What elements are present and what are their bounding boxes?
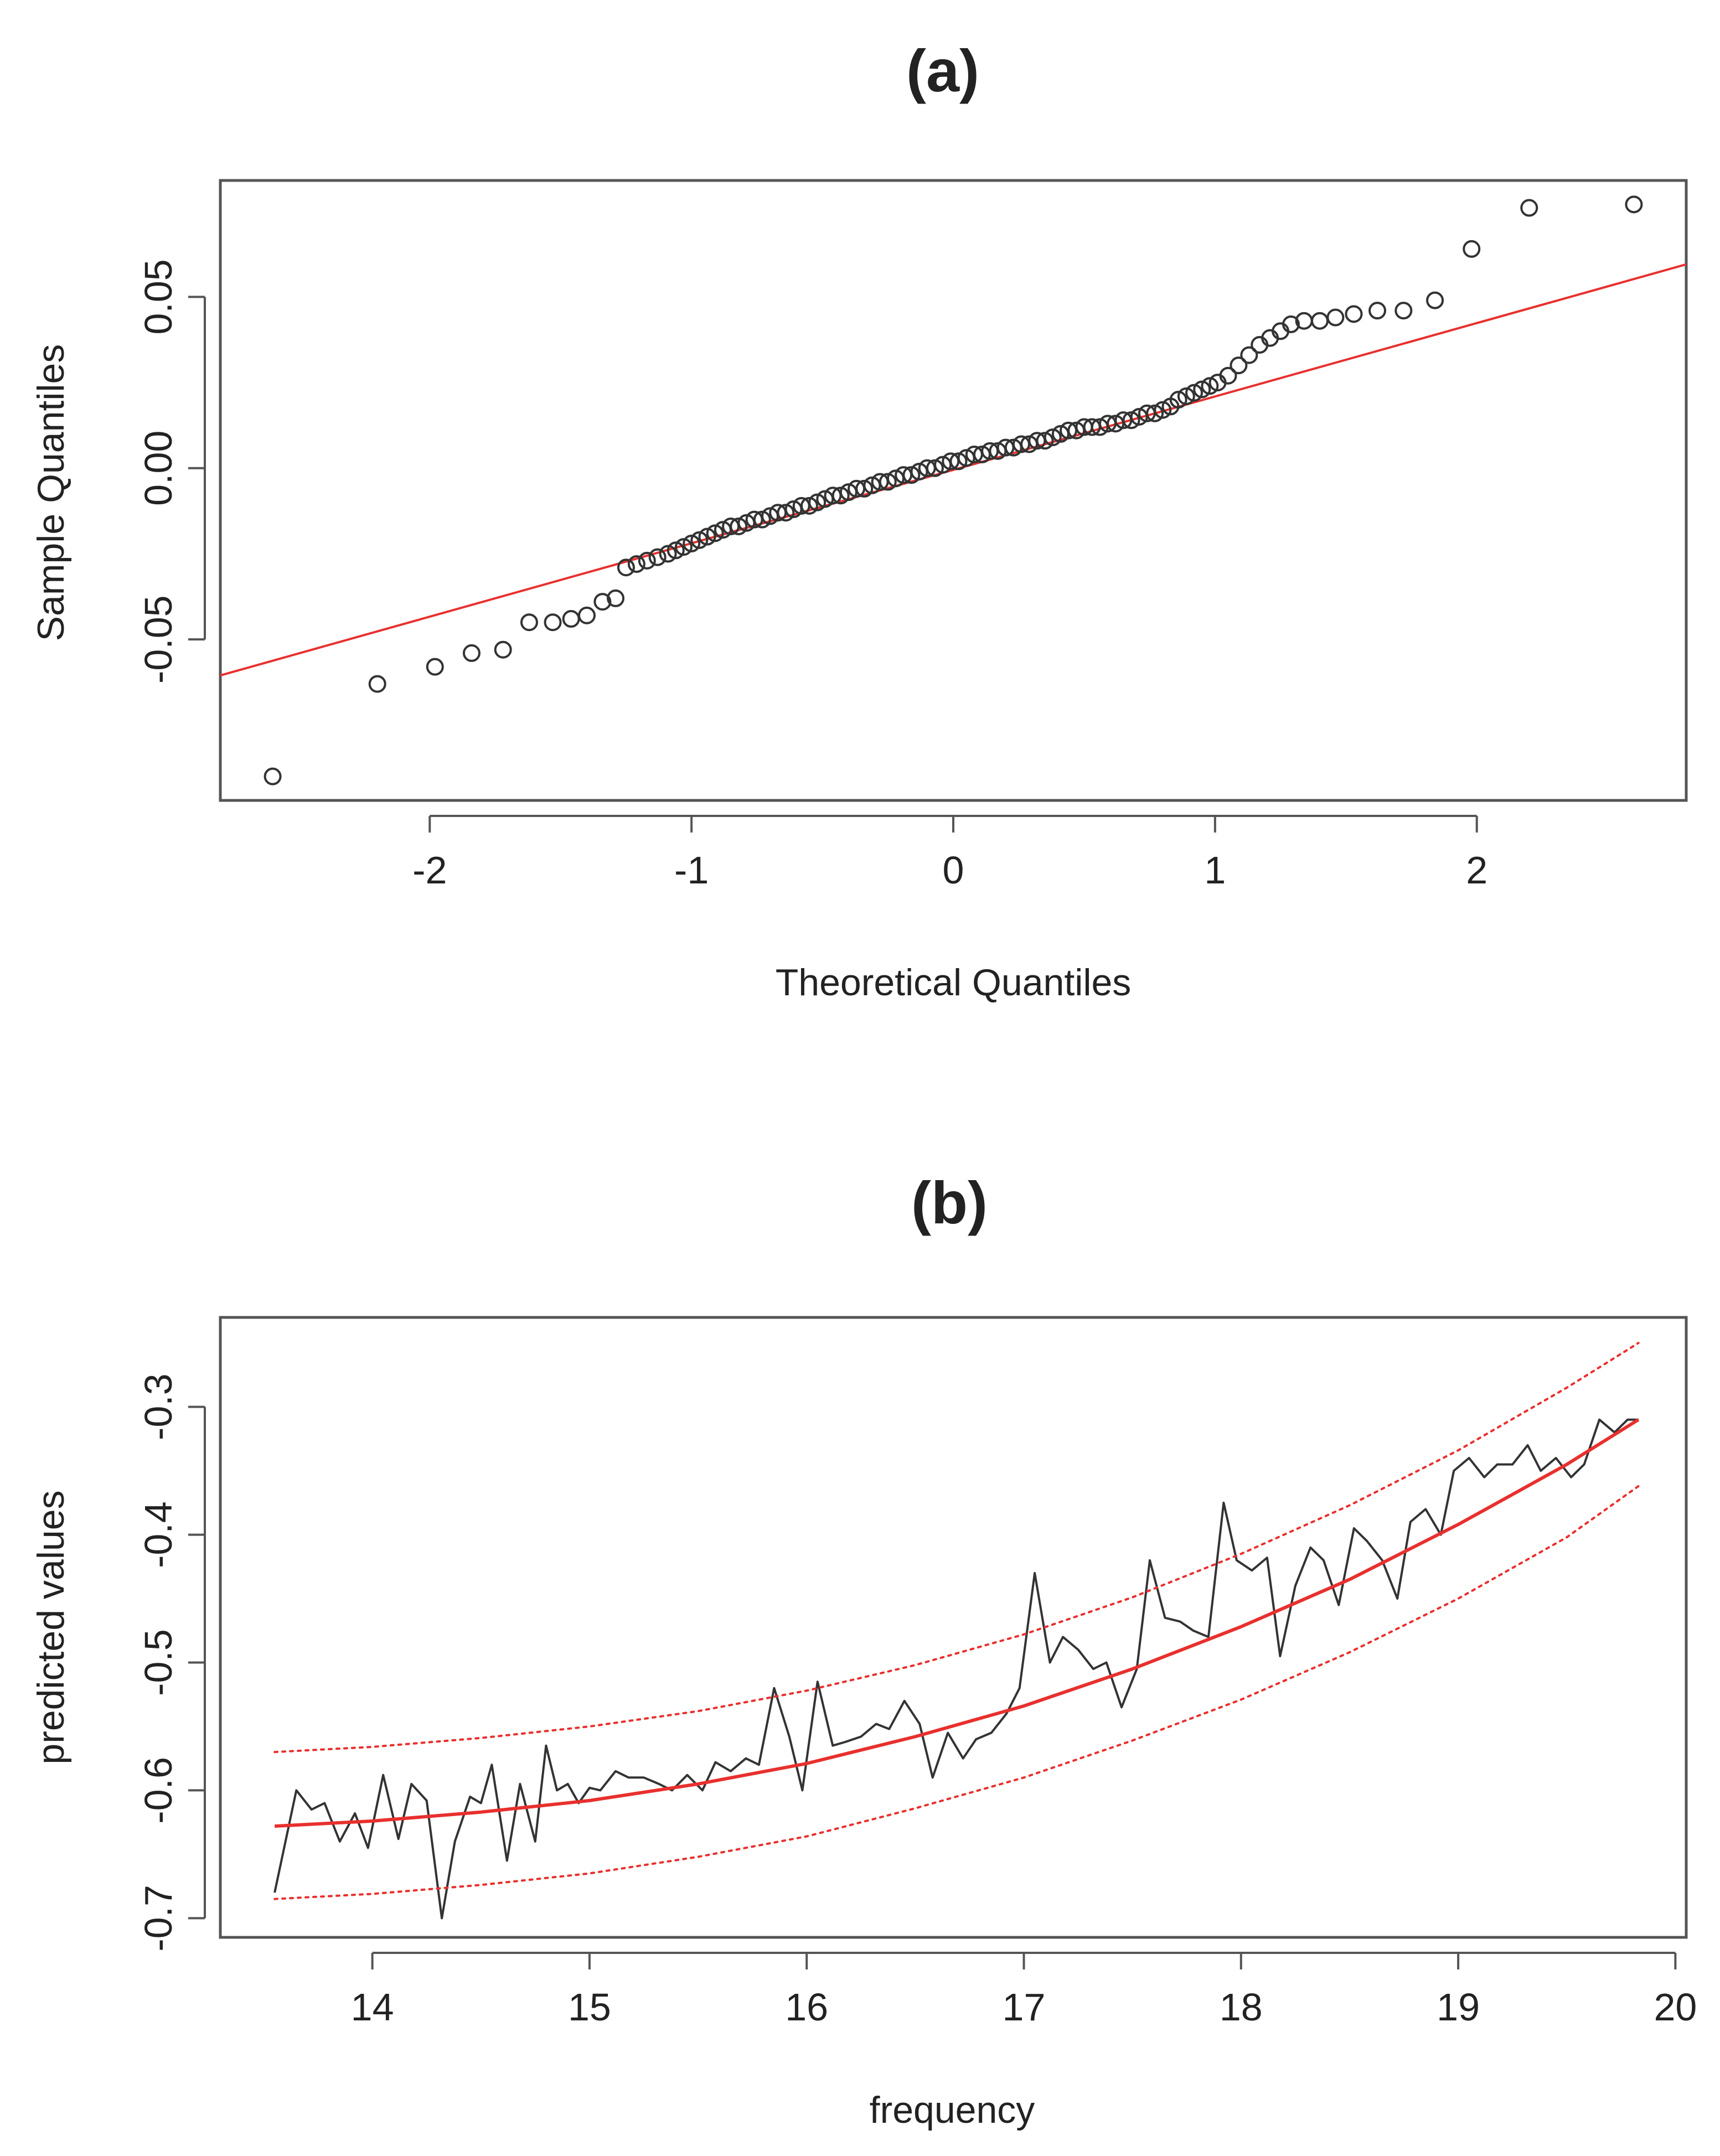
x-tick-label: 17 (1003, 1986, 1046, 2029)
qq-point (578, 606, 596, 624)
qq-point (648, 548, 667, 566)
qq-point (426, 658, 444, 676)
qq-point (706, 524, 724, 542)
x-tick-label: 15 (568, 1986, 611, 2029)
qq-point (659, 545, 677, 563)
qq-point (698, 528, 716, 546)
panel-a-reference-line (220, 263, 1687, 677)
y-tick-label: -0.7 (137, 1885, 180, 1952)
x-tick-label: 16 (785, 1986, 828, 2029)
panel-a: (a) -2 -1 0 1 2 -0.05 0.00 0.05 Theoretical Qu… (30, 37, 1688, 1004)
qq-point (926, 459, 944, 477)
series-line-fitted-trend (274, 1418, 1640, 1828)
x-tick-label: -1 (674, 849, 709, 892)
qq-point (264, 767, 282, 785)
panel-a-points (264, 195, 1643, 785)
x-tick-label: 2 (1466, 849, 1487, 892)
panel-b-title: (b) (911, 1169, 988, 1236)
panel-b-plot-frame (219, 1316, 1688, 1939)
qq-point (1036, 432, 1054, 450)
x-tick-label: -2 (412, 849, 447, 892)
qq-point (683, 534, 701, 552)
qq-point (617, 559, 635, 577)
qq-point (777, 504, 795, 522)
qq-point (1426, 291, 1444, 309)
panel-a-x-axis: -2 -1 0 1 2 (412, 815, 1487, 892)
qq-point (638, 551, 656, 570)
series-line-predicted-values (273, 1418, 1639, 1920)
qq-point (593, 593, 612, 611)
y-tick-label: 0.00 (137, 431, 180, 506)
y-tick-label: 0.05 (137, 259, 180, 334)
qq-point (902, 466, 921, 484)
qq-point (674, 538, 693, 556)
qq-point (1201, 377, 1219, 395)
panel-b-x-axis: 14 15 16 17 18 19 20 (351, 1952, 1697, 2029)
qq-point (1282, 315, 1300, 333)
panel-b: (b) 14 15 16 17 18 19 20 -0.7-0.6-0.5-0.4-0.3 … (30, 1169, 1697, 2131)
y-tick-label: -0.6 (137, 1757, 180, 1824)
y-tick-label: -0.5 (137, 1629, 180, 1696)
panel-b-x-axis-label: frequency (870, 2089, 1035, 2131)
panel-b-y-axis-label: predicted values (30, 1490, 72, 1764)
qq-point (808, 493, 827, 511)
qq-point (544, 613, 562, 632)
x-tick-label: 18 (1220, 1986, 1263, 2029)
qq-point (667, 541, 685, 560)
y-tick-label: -0.05 (137, 595, 180, 684)
panel-a-x-axis-label: Theoretical Quantiles (776, 961, 1132, 1004)
x-tick-label: 0 (943, 849, 964, 892)
qq-point (1122, 411, 1140, 430)
qq-point (800, 497, 818, 515)
qq-point (879, 473, 897, 491)
qq-point (1230, 356, 1248, 375)
qq-point (753, 510, 771, 529)
qq-point (1044, 428, 1062, 447)
qq-point (1311, 312, 1329, 330)
qq-point (562, 610, 580, 628)
qq-point (607, 589, 625, 607)
qq-point (1625, 195, 1643, 214)
qq-point (1219, 366, 1237, 385)
qq-point (1520, 199, 1538, 217)
qq-point (690, 531, 709, 549)
qq-point (1345, 305, 1363, 323)
qq-point (1368, 302, 1387, 320)
qq-point (855, 479, 874, 498)
qq-point (1326, 308, 1345, 327)
qq-point (1185, 384, 1204, 402)
y-tick-label: -0.3 (137, 1373, 180, 1440)
qq-point (730, 517, 748, 535)
panel-a-plot-frame (219, 179, 1688, 802)
panel-b-series (273, 1342, 1640, 1920)
x-tick-label: 1 (1204, 849, 1226, 892)
series-line-upper-bound (273, 1342, 1640, 1754)
qq-point (1154, 401, 1172, 419)
qq-point (462, 644, 481, 662)
qq-point (627, 555, 645, 573)
qq-point (1394, 302, 1413, 320)
qq-point (1240, 346, 1258, 364)
panel-a-title: (a) (906, 37, 979, 104)
qq-reference-line (220, 263, 1687, 677)
qq-point (1146, 404, 1164, 422)
qq-point (1169, 391, 1187, 409)
qq-point (368, 675, 386, 693)
qq-point (494, 640, 512, 659)
panel-a-y-axis-label: Sample Quantiles (30, 344, 72, 642)
x-tick-label: 19 (1437, 1986, 1480, 2029)
panel-a-y-axis: -0.05 0.00 0.05 (137, 259, 206, 684)
x-tick-label: 20 (1654, 1986, 1697, 2029)
x-tick-label: 14 (351, 1986, 394, 2029)
qq-point (831, 487, 850, 505)
qq-point (1177, 387, 1195, 405)
qq-point (949, 452, 968, 471)
series-line-lower-bound (273, 1485, 1640, 1900)
qq-point (520, 613, 538, 632)
y-tick-label: -0.4 (137, 1501, 180, 1568)
qq-point (1193, 380, 1211, 399)
panel-b-y-axis: -0.7 -0.6 -0.5 -0.4 -0.3 (137, 1373, 206, 1952)
qq-point (1463, 240, 1481, 258)
